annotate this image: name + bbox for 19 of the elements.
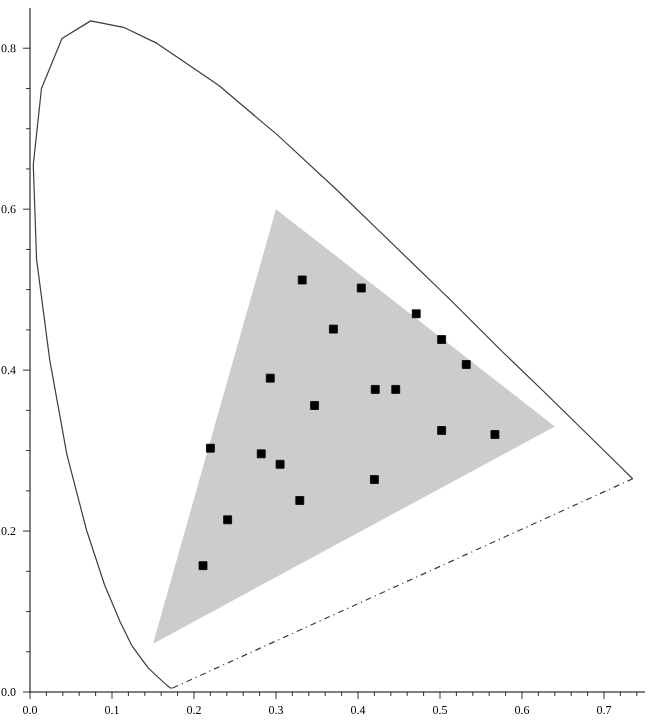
point xyxy=(437,335,447,344)
point xyxy=(223,515,232,525)
point xyxy=(310,401,319,410)
point xyxy=(437,426,447,435)
point xyxy=(490,430,500,439)
point xyxy=(391,385,401,394)
point xyxy=(461,360,471,369)
point xyxy=(265,373,275,383)
point xyxy=(198,561,208,571)
point xyxy=(411,309,421,319)
point xyxy=(275,459,285,469)
point xyxy=(206,443,215,453)
point xyxy=(370,475,379,484)
point xyxy=(329,324,338,334)
point xyxy=(295,496,305,505)
point xyxy=(256,449,266,459)
point xyxy=(297,275,307,285)
point xyxy=(370,385,380,394)
point xyxy=(356,283,366,293)
